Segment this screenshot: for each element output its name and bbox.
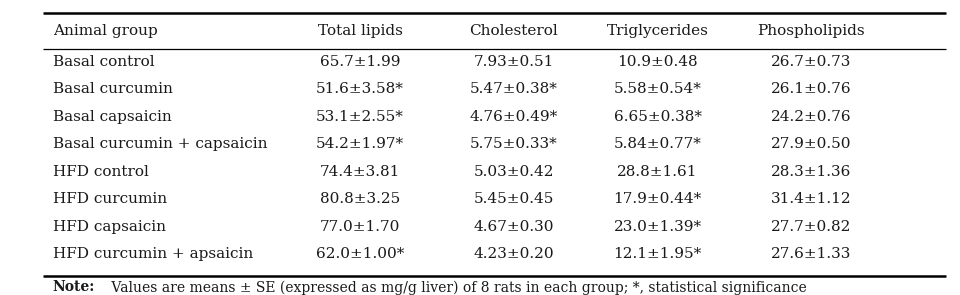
Text: 74.4±3.81: 74.4±3.81 (320, 165, 400, 179)
Text: 23.0±1.39*: 23.0±1.39* (613, 219, 702, 234)
Text: Basal curcumin: Basal curcumin (53, 82, 173, 96)
Text: 4.67±0.30: 4.67±0.30 (473, 219, 554, 234)
Text: 12.1±1.95*: 12.1±1.95* (613, 247, 702, 261)
Text: 5.45±0.45: 5.45±0.45 (473, 192, 554, 206)
Text: Note:: Note: (53, 280, 95, 294)
Text: 28.8±1.61: 28.8±1.61 (617, 165, 698, 179)
Text: 5.75±0.33*: 5.75±0.33* (469, 137, 558, 151)
Text: Values are means ± SE (expressed as mg/g liver) of 8 rats in each group; *, stat: Values are means ± SE (expressed as mg/g… (107, 280, 806, 295)
Text: 10.9±0.48: 10.9±0.48 (617, 55, 698, 69)
Text: 17.9±0.44*: 17.9±0.44* (613, 192, 702, 206)
Text: 80.8±3.25: 80.8±3.25 (320, 192, 400, 206)
Text: Phospholipids: Phospholipids (757, 24, 865, 38)
Text: 4.23±0.20: 4.23±0.20 (473, 247, 554, 261)
Text: 26.7±0.73: 26.7±0.73 (771, 55, 852, 69)
Text: HFD control: HFD control (53, 165, 149, 179)
Text: 26.1±0.76: 26.1±0.76 (771, 82, 852, 96)
Text: 51.6±3.58*: 51.6±3.58* (316, 82, 404, 96)
Text: HFD curcumin: HFD curcumin (53, 192, 167, 206)
Text: 5.03±0.42: 5.03±0.42 (473, 165, 554, 179)
Text: 54.2±1.97*: 54.2±1.97* (316, 137, 404, 151)
Text: 31.4±1.12: 31.4±1.12 (771, 192, 852, 206)
Text: 4.76±0.49*: 4.76±0.49* (469, 110, 558, 124)
Text: 62.0±1.00*: 62.0±1.00* (316, 247, 404, 261)
Text: Basal control: Basal control (53, 55, 155, 69)
Text: Cholesterol: Cholesterol (469, 24, 558, 38)
Text: 5.47±0.38*: 5.47±0.38* (469, 82, 558, 96)
Text: Animal group: Animal group (53, 24, 157, 38)
Text: Triglycerides: Triglycerides (607, 24, 708, 38)
Text: 77.0±1.70: 77.0±1.70 (320, 219, 400, 234)
Text: 27.6±1.33: 27.6±1.33 (771, 247, 852, 261)
Text: HFD capsaicin: HFD capsaicin (53, 219, 166, 234)
Text: 7.93±0.51: 7.93±0.51 (473, 55, 554, 69)
Text: 53.1±2.55*: 53.1±2.55* (316, 110, 404, 124)
Text: 5.84±0.77*: 5.84±0.77* (613, 137, 702, 151)
Text: 6.65±0.38*: 6.65±0.38* (613, 110, 702, 124)
Text: 65.7±1.99: 65.7±1.99 (320, 55, 400, 69)
Text: 27.9±0.50: 27.9±0.50 (771, 137, 852, 151)
Text: 24.2±0.76: 24.2±0.76 (771, 110, 852, 124)
Text: 28.3±1.36: 28.3±1.36 (771, 165, 852, 179)
Text: 5.58±0.54*: 5.58±0.54* (613, 82, 702, 96)
Text: 27.7±0.82: 27.7±0.82 (771, 219, 852, 234)
Text: Basal capsaicin: Basal capsaicin (53, 110, 172, 124)
Text: HFD curcumin + apsaicin: HFD curcumin + apsaicin (53, 247, 253, 261)
Text: Basal curcumin + capsaicin: Basal curcumin + capsaicin (53, 137, 267, 151)
Text: Total lipids: Total lipids (318, 24, 402, 38)
